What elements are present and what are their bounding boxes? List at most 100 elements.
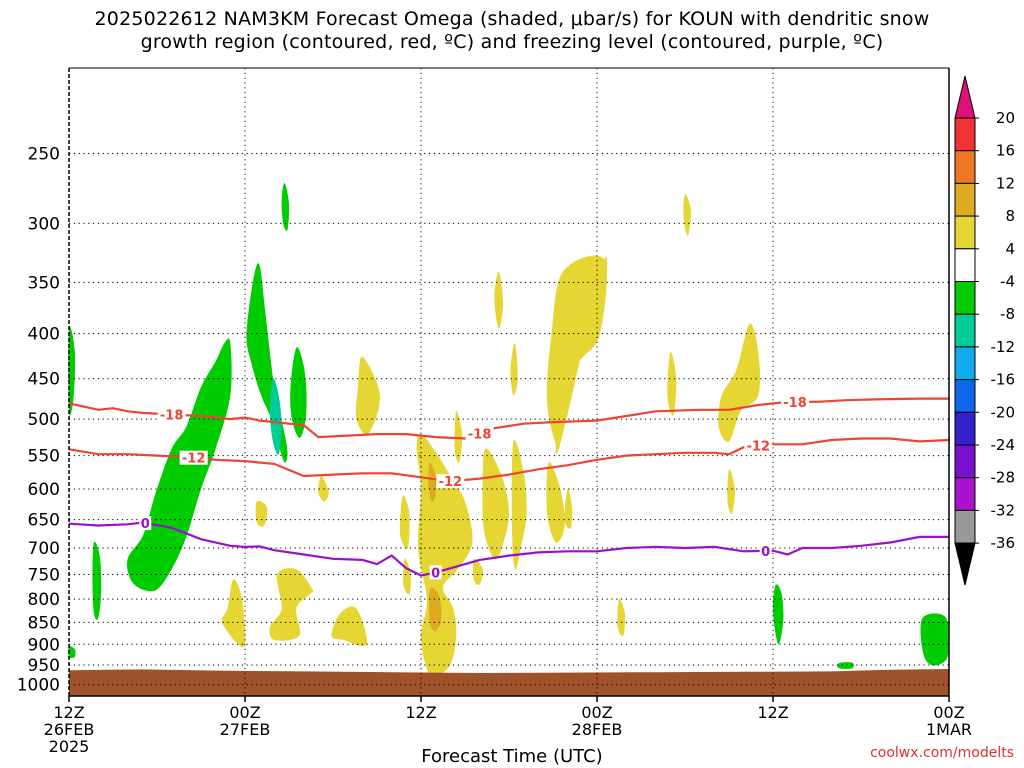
contour-minus12 xyxy=(68,437,950,483)
omega-region-20 xyxy=(555,256,608,454)
omega-region-4 xyxy=(281,182,290,231)
contour-label-bg-zero-1 xyxy=(429,565,442,580)
colorbar-bin-11 xyxy=(954,477,976,511)
y-tick-label-300: 300 xyxy=(28,214,60,234)
chart-title-line-2: growth region (contoured, red, ºC) and f… xyxy=(140,31,884,53)
contour-label-zero-0: 0 xyxy=(141,517,150,532)
contour-label-bg-minus12-0 xyxy=(179,450,208,465)
colorbar-bin-10 xyxy=(954,444,976,479)
y-tick-label-850: 850 xyxy=(28,613,60,633)
colorbar-bin-6 xyxy=(954,313,976,348)
colorbar-label-10: -24 xyxy=(991,436,1016,454)
contour-layer: -18 -18 -18 -12 -12 -12 0 0 0 xyxy=(68,394,950,581)
omega-region-23 xyxy=(355,356,380,435)
x-tick-label-36-1: 28FEB xyxy=(572,720,623,739)
colorbar-bin-1 xyxy=(954,150,976,184)
omega-region-3 xyxy=(269,378,282,455)
grid-layer xyxy=(69,68,949,696)
contour-zero xyxy=(68,521,949,577)
omega-region-19 xyxy=(546,255,607,449)
omega-region-12 xyxy=(428,587,442,632)
colorbar-label-7: -12 xyxy=(991,338,1016,356)
colorbar-extend-top xyxy=(954,75,976,119)
y-tick-label-600: 600 xyxy=(28,480,60,500)
contour-label-bg-zero-0 xyxy=(139,516,152,531)
y-tick-label-700: 700 xyxy=(28,539,60,559)
x-tick-label-12-1: 27FEB xyxy=(220,720,271,739)
omega-region-15 xyxy=(482,448,509,560)
y-tick-label-400: 400 xyxy=(28,325,60,345)
colorbar-label-5: -4 xyxy=(1000,273,1015,291)
x-tick-label-0-1: 26FEB xyxy=(44,720,95,739)
colorbar-label-9: -20 xyxy=(991,403,1016,421)
omega-region-5 xyxy=(68,326,76,416)
chart-title: 2025022612 NAM3KM Forecast Omega (shaded… xyxy=(0,8,1024,54)
omega-shading-layer xyxy=(68,182,950,676)
colorbar-label-13: -36 xyxy=(991,534,1016,552)
colorbar-label-11: -28 xyxy=(991,469,1016,487)
y-tick-label-900: 900 xyxy=(28,635,60,655)
colorbar-bin-8 xyxy=(954,379,976,413)
colorbar-bin-12 xyxy=(954,509,976,544)
contour-label-minus12-2: -12 xyxy=(747,440,771,455)
omega-region-32 xyxy=(683,194,691,236)
colorbar-label-3: 8 xyxy=(1005,207,1015,225)
contour-label-minus12-1: -12 xyxy=(439,475,463,490)
y-tick-label-450: 450 xyxy=(28,370,60,390)
y-tick-label-800: 800 xyxy=(28,590,60,610)
omega-region-29 xyxy=(221,579,246,648)
contour-label-minus18-2: -18 xyxy=(783,396,807,411)
omega-region-0 xyxy=(126,338,232,592)
colorbar-bin-2 xyxy=(954,182,976,217)
y-tick-label-250: 250 xyxy=(28,144,60,164)
contour-label-bg-zero-2 xyxy=(759,543,772,558)
omega-region-35 xyxy=(727,469,735,515)
x-axis-label: Forecast Time (UTC) xyxy=(421,746,603,767)
contour-label-minus18-0: -18 xyxy=(160,408,184,423)
colorbar-bin-4 xyxy=(954,248,976,283)
omega-region-27 xyxy=(255,500,268,527)
x-tick-label-12-0: 00Z xyxy=(229,703,260,722)
colorbar-bin-5 xyxy=(954,281,976,315)
omega-region-9 xyxy=(837,662,854,669)
omega-region-10 xyxy=(68,646,76,658)
y-tick-label-650: 650 xyxy=(28,511,60,531)
contour-label-bg-minus18-2 xyxy=(781,394,809,409)
ground-surface xyxy=(69,669,949,696)
omega-region-31 xyxy=(617,598,626,637)
contour-label-bg-minus18-1 xyxy=(465,426,494,441)
omega-region-7 xyxy=(772,584,784,645)
omega-region-34 xyxy=(718,323,761,442)
contour-label-bg-minus18-0 xyxy=(157,407,186,422)
omega-region-33 xyxy=(667,352,677,416)
omega-region-22 xyxy=(510,342,518,396)
chart-title-line-1: 2025022612 NAM3KM Forecast Omega (shaded… xyxy=(94,8,930,30)
omega-region-8 xyxy=(920,613,950,666)
omega-region-17 xyxy=(546,461,565,543)
x-tick-label-36-0: 00Z xyxy=(581,703,612,722)
contour-label-bg-minus12-2 xyxy=(744,438,773,453)
omega-region-18 xyxy=(564,488,573,529)
axes-layer: 2503003504004505005506006507007508008509… xyxy=(17,67,972,756)
x-tick-label-0-2: 2025 xyxy=(49,737,90,756)
colorbar-label-8: -16 xyxy=(991,371,1016,389)
contour-label-minus18-1: -18 xyxy=(468,427,492,442)
colorbar-bin-9 xyxy=(954,411,976,446)
colorbar-label-2: 12 xyxy=(996,174,1015,192)
omega-region-6 xyxy=(92,541,102,620)
omega-region-16 xyxy=(511,439,527,570)
contour-label-minus12-0: -12 xyxy=(182,452,206,467)
y-tick-label-350: 350 xyxy=(28,273,60,293)
omega-region-21 xyxy=(494,271,504,329)
contour-label-zero-2: 0 xyxy=(761,545,770,560)
omega-region-24 xyxy=(399,495,410,549)
colorbar-label-6: -8 xyxy=(1000,305,1015,323)
colorbar-extend-bottom xyxy=(954,542,976,586)
x-tick-label-0-0: 12Z xyxy=(53,703,84,722)
omega-region-2 xyxy=(290,347,307,438)
contour-label-bg-minus12-1 xyxy=(436,474,465,489)
colorbar-bin-3 xyxy=(954,215,976,250)
omega-region-30 xyxy=(331,606,368,647)
ground-surface-layer xyxy=(69,669,949,696)
y-tick-label-750: 750 xyxy=(28,565,60,585)
